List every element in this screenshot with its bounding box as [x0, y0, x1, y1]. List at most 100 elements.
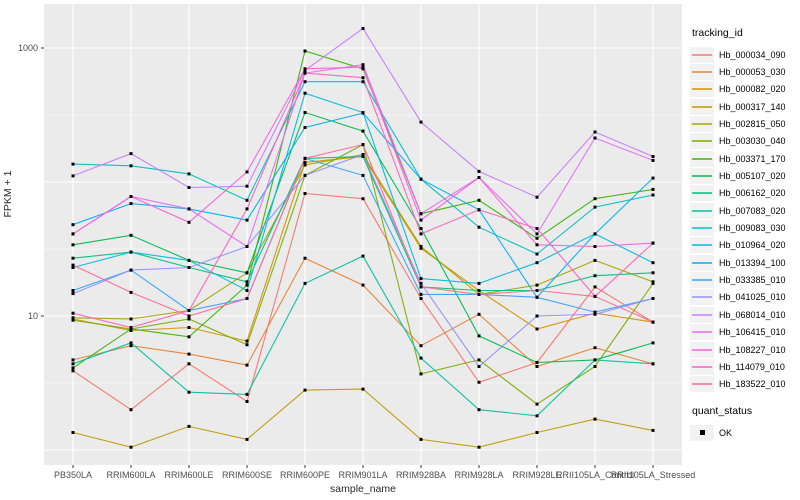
data-point [71, 232, 75, 236]
data-point [129, 290, 133, 294]
data-point [129, 317, 133, 321]
legend-key [690, 46, 714, 63]
legend-item-label: Hb_106415_010 [719, 327, 786, 338]
data-point [535, 414, 539, 418]
data-point [129, 408, 133, 412]
legend-key [690, 289, 714, 306]
x-axis-title: sample_name [330, 483, 396, 495]
data-point [187, 258, 191, 262]
data-point [245, 170, 249, 174]
data-point [303, 71, 307, 75]
data-point [187, 326, 191, 329]
legend-line-swatch [692, 88, 712, 91]
legend-line-swatch [692, 331, 712, 334]
data-point [361, 254, 365, 258]
legend-item-label: Hb_010964_020 [719, 240, 786, 251]
legend-item-label: Hb_003030_040 [719, 136, 786, 147]
legend-item: Hb_010964_020 [690, 237, 800, 254]
data-point [593, 258, 597, 262]
data-point [71, 358, 75, 362]
legend-line-swatch [692, 227, 712, 230]
data-point [303, 388, 307, 392]
data-point [535, 365, 539, 368]
data-point [477, 281, 481, 285]
legend-key [690, 341, 714, 358]
data-point [651, 176, 655, 180]
data-point [477, 289, 481, 292]
data-point [651, 241, 655, 245]
data-point [593, 346, 597, 350]
data-point [245, 184, 249, 188]
legend-item-label: Hb_003371_170 [719, 153, 786, 164]
data-point [651, 158, 655, 162]
data-point [245, 339, 249, 343]
data-point [129, 202, 133, 206]
data-point [535, 327, 539, 331]
legend-line-swatch [692, 140, 712, 143]
data-point [129, 445, 133, 449]
data-point [245, 218, 249, 222]
data-point [71, 366, 75, 370]
legend-key [690, 81, 714, 98]
x-tick-label: PB350LA [54, 470, 92, 480]
legend-item-label: OK [719, 427, 733, 438]
legend-line-swatch [692, 53, 712, 56]
data-point [535, 243, 539, 247]
data-point [651, 261, 655, 265]
data-point [245, 271, 249, 275]
data-point [303, 126, 307, 129]
legend-item: Hb_002815_050 [690, 115, 800, 133]
legend-item: Hb_000053_030 [690, 63, 800, 81]
data-point [419, 277, 423, 281]
data-point [419, 297, 423, 300]
legend-item-label: Hb_183522_010 [719, 379, 786, 390]
legend-item: Hb_006162_020 [690, 185, 800, 202]
legend-item-label: Hb_114079_010 [719, 361, 785, 372]
data-point [71, 174, 75, 178]
data-point [303, 156, 307, 160]
legend-item-label: Hb_013394_100 [719, 257, 786, 268]
quant-key [690, 424, 714, 441]
data-point [361, 65, 365, 69]
legend-item-label: Hb_007083_020 [719, 205, 786, 216]
data-point [129, 341, 133, 345]
data-point [187, 424, 191, 428]
data-point [535, 289, 539, 292]
x-tick-label: RRIM600LA [106, 470, 155, 480]
data-point [535, 195, 539, 199]
data-point [419, 246, 423, 250]
legend-item: Hb_000082_020 [690, 81, 800, 98]
legend-key [690, 168, 714, 185]
legend-line-swatch [692, 157, 712, 160]
data-point [187, 220, 191, 224]
data-point [361, 63, 365, 67]
data-point [419, 212, 423, 216]
x-axis: PB350LA RRIM600LA RRIM600LE RRIM600SE RRIM60… [54, 465, 695, 480]
data-point [419, 292, 423, 296]
data-point [187, 266, 191, 269]
legend-line-swatch [692, 383, 712, 386]
data-point [187, 335, 191, 339]
legend-item-ok: OK [690, 424, 800, 441]
x-tick-label: RRIM928LE [512, 470, 561, 480]
legend-key [690, 306, 714, 323]
legend-item: Hb_013394_100 [690, 254, 800, 271]
data-point [535, 283, 539, 287]
data-point [303, 173, 307, 177]
data-point [419, 356, 423, 360]
legend-line-swatch [692, 261, 712, 264]
data-point [71, 318, 75, 322]
data-point [593, 136, 597, 140]
legend-quant-status: quant_status OK [690, 405, 800, 441]
data-point [129, 344, 133, 348]
legend-key [690, 324, 714, 341]
data-point [303, 160, 307, 164]
data-point [477, 408, 481, 412]
legend-item-label: Hb_000053_030 [719, 67, 786, 78]
data-point [651, 280, 655, 284]
legend-line-swatch [692, 209, 712, 212]
data-point [651, 362, 655, 366]
data-point [593, 294, 597, 298]
data-point [361, 155, 365, 158]
